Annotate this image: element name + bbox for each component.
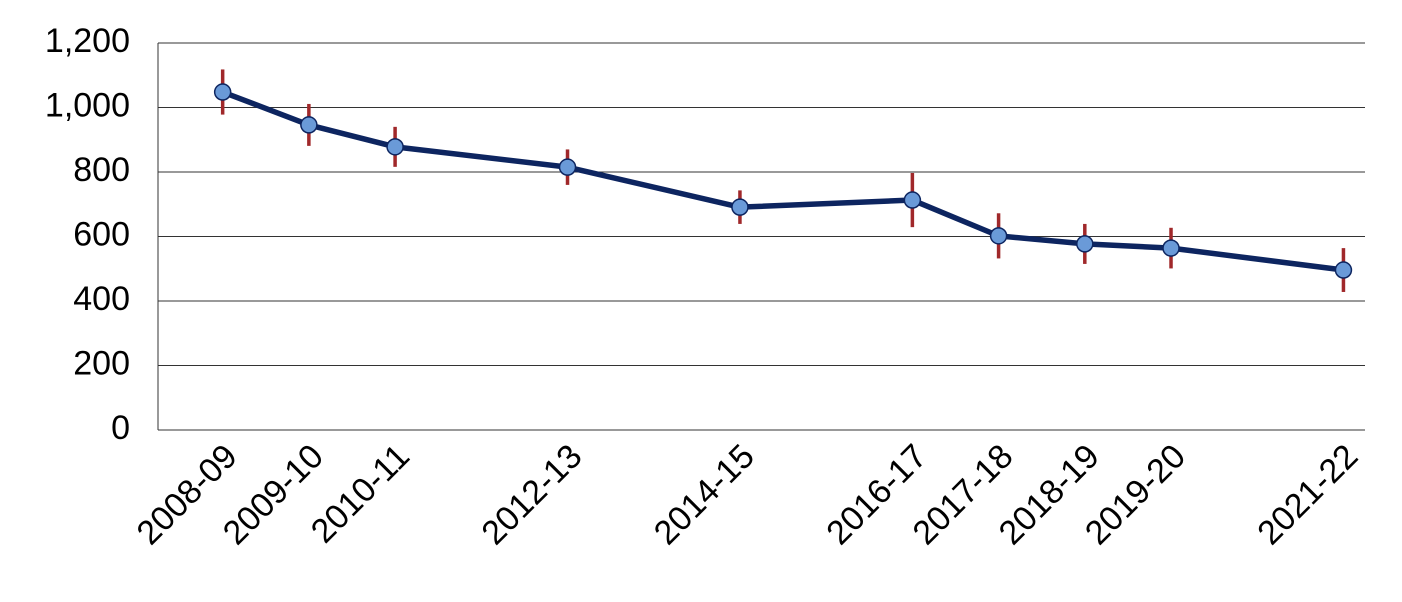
marker	[1162, 239, 1180, 257]
marker	[558, 158, 577, 176]
line	[221, 89, 1344, 273]
marker	[903, 191, 922, 209]
marker	[731, 198, 749, 216]
marker	[989, 227, 1008, 245]
marker	[1334, 261, 1353, 279]
marker	[1076, 235, 1094, 253]
marker	[386, 138, 404, 156]
marker	[213, 83, 232, 101]
y-tick-label: 800	[73, 151, 130, 189]
x-tick-label: 2012-13	[474, 437, 589, 552]
y-tick-label: 600	[73, 215, 130, 253]
x-tick-label: 2014-15	[647, 437, 762, 552]
y-tick-label: 1,000	[45, 86, 130, 124]
marker	[300, 116, 318, 134]
y-tick-label: 200	[73, 344, 130, 382]
x-tick-label: 2021-22	[1250, 437, 1365, 552]
y-tick-label: 1,200	[45, 22, 130, 60]
y-tick-label: 0	[111, 409, 130, 447]
y-tick-label: 400	[73, 280, 130, 318]
